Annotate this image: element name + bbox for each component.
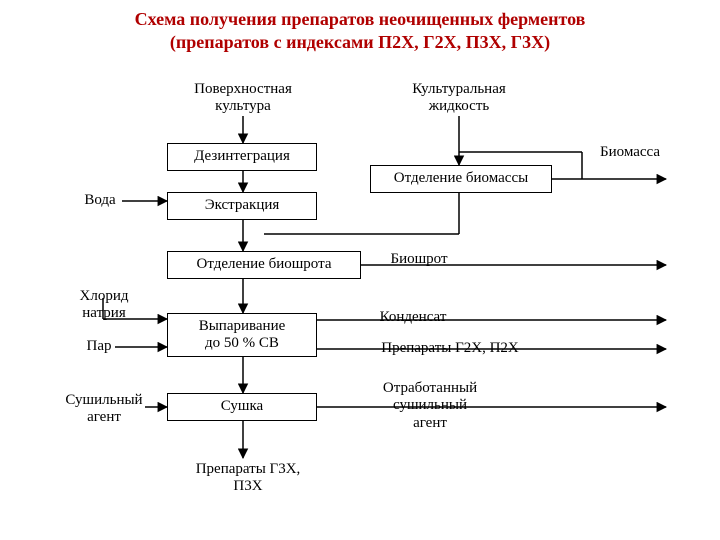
- node-prep_g3p3: Препараты Г3Х,П3Х: [178, 460, 318, 496]
- node-spent_agent: Отработанныйсушильныйагент: [370, 380, 490, 432]
- node-surf_culture: Поверхностнаякультура: [178, 80, 308, 116]
- node-extract: Экстракция: [167, 192, 317, 220]
- node-biomass: Биомасса: [590, 143, 670, 163]
- node-disint: Дезинтеграция: [167, 143, 317, 171]
- node-sep_bioshrot: Отделение биошрота: [167, 251, 361, 279]
- node-nacl: Хлориднатрия: [72, 287, 136, 323]
- node-bio_sep: Отделение биомассы: [370, 165, 552, 193]
- node-prep_g2p2: Препараты Г2Х, П2Х: [370, 340, 530, 358]
- node-evap: Выпариваниедо 50 % СВ: [167, 313, 317, 357]
- node-bioshrot: Биошрот: [384, 251, 454, 269]
- node-dry_agent_in: Сушильныйагент: [62, 391, 146, 427]
- node-water: Вода: [78, 192, 122, 210]
- node-condensate: Конденсат: [370, 309, 456, 327]
- node-steam: Пар: [82, 338, 116, 356]
- node-drying: Сушка: [167, 393, 317, 421]
- node-cult_liquid: Культуральнаяжидкость: [394, 80, 524, 116]
